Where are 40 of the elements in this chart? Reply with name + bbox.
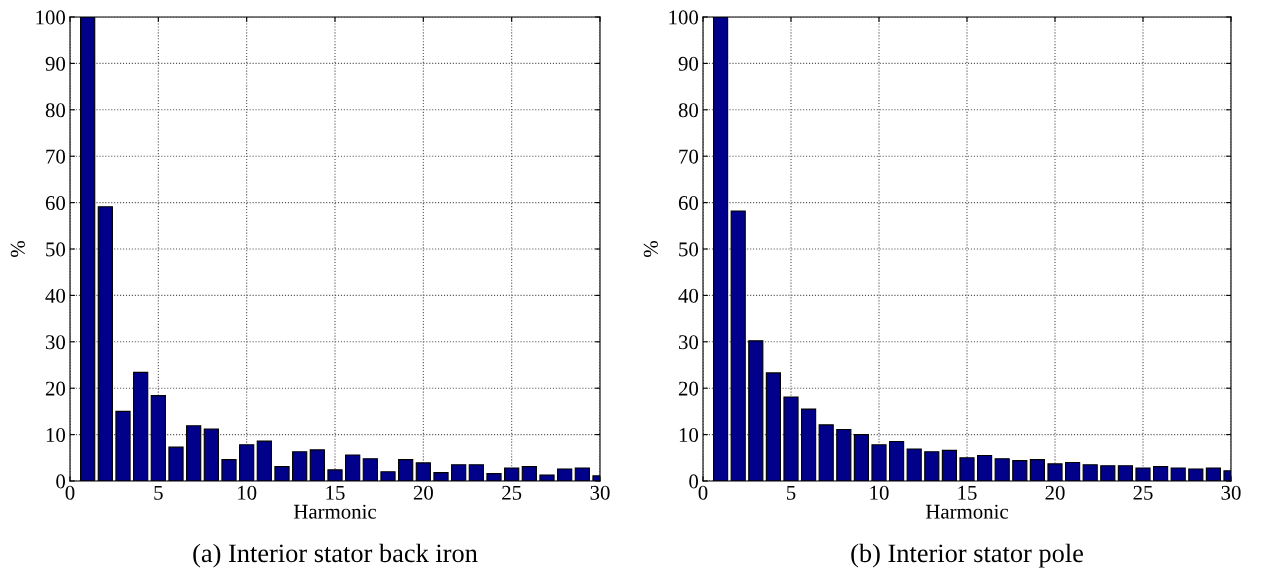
y-tick-label: 50 <box>46 242 66 257</box>
y-tick-label: 0 <box>689 474 699 489</box>
y-tick-label: 100 <box>669 10 699 25</box>
x-tick-label: 20 <box>1045 485 1065 500</box>
x-tick-label: 10 <box>870 485 889 500</box>
y-tick-label: 70 <box>46 149 66 164</box>
y-tick-label: 30 <box>679 335 699 350</box>
y-axis-title: % <box>10 241 25 257</box>
y-tick-label: 80 <box>45 103 66 118</box>
x-tick-label: 20 <box>413 485 433 500</box>
x-tick-label: 30 <box>1221 485 1241 500</box>
x-tick-label: 15 <box>326 485 345 500</box>
y-tick-label: 60 <box>678 195 699 211</box>
y-tick-label: 10 <box>679 427 699 443</box>
y-tick-label: 90 <box>45 56 66 71</box>
x-tick-label: 15 <box>958 485 977 500</box>
y-tick-label: 70 <box>679 149 699 164</box>
y-tick-label: 20 <box>678 381 699 396</box>
y-tick-label: 30 <box>46 335 66 350</box>
text: (a) Interior stator back iron <box>193 543 478 568</box>
x-axis-title: Harmonic <box>925 504 1009 519</box>
x-tick-label: 30 <box>590 485 610 500</box>
text: (b) Interior stator pole <box>851 543 1083 568</box>
x-tick-label: 5 <box>154 485 163 500</box>
y-tick-label: 50 <box>679 242 699 257</box>
x-axis-title: Harmonic <box>293 504 377 519</box>
x-tick-label: 25 <box>1133 485 1153 500</box>
y-axis-title: % <box>643 241 658 257</box>
y-tick-label: 100 <box>36 10 66 25</box>
x-tick-label: 10 <box>238 485 257 500</box>
x-tick-label: 5 <box>787 485 796 500</box>
y-tick-label: 40 <box>45 288 66 303</box>
y-tick-label: 60 <box>45 195 66 211</box>
y-tick-label: 90 <box>678 56 699 71</box>
y-tick-label: 80 <box>678 103 699 118</box>
y-tick-label: 20 <box>45 381 66 396</box>
y-tick-label: 40 <box>678 288 699 303</box>
y-tick-label: 10 <box>46 427 66 443</box>
y-tick-label: 0 <box>56 474 66 489</box>
x-tick-label: 25 <box>502 485 522 500</box>
